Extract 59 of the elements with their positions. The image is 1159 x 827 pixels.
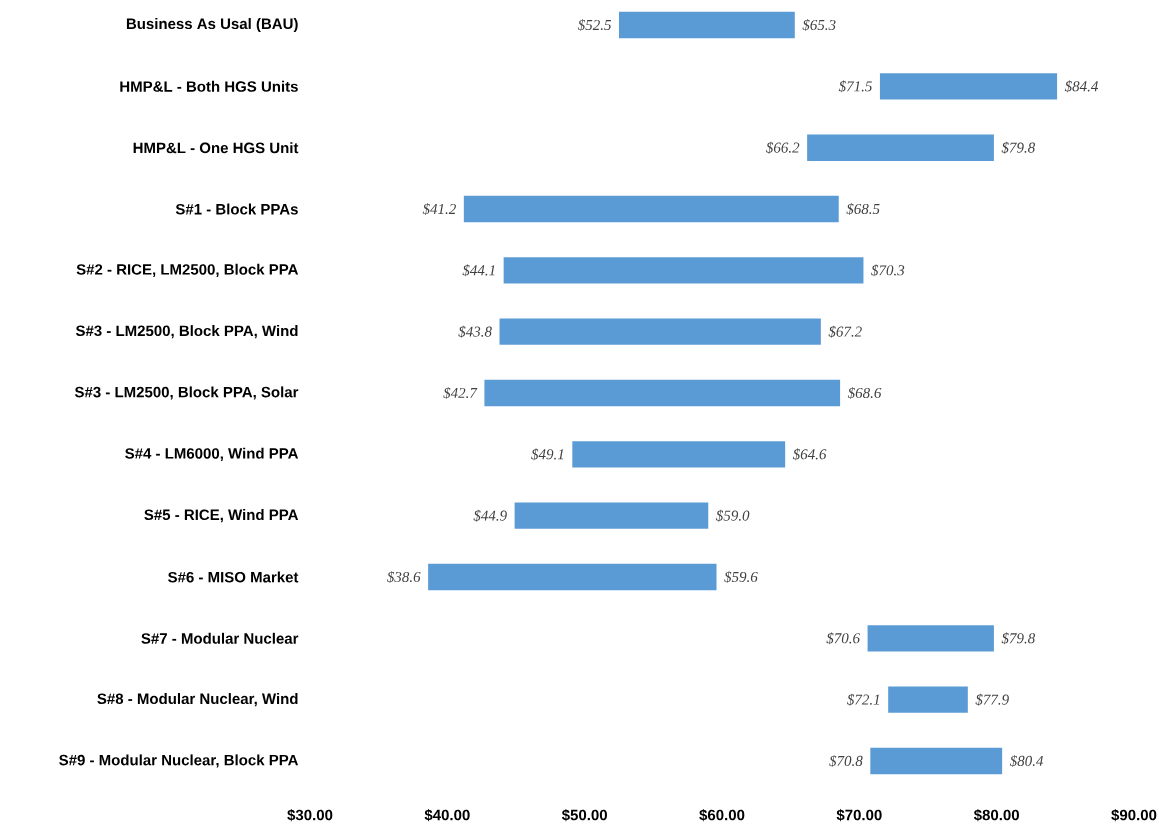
annotation: $44.1 — [462, 264, 495, 277]
annotation: $64.6 — [792, 448, 827, 461]
annotation: $68.5 — [846, 203, 880, 216]
annotation: $79.8 — [1001, 632, 1036, 645]
bar — [428, 563, 717, 591]
bar — [619, 11, 795, 39]
y-tick-label: S#3 - LM2500, Block PPA, Wind — [75, 325, 298, 339]
bar — [870, 747, 1003, 775]
annotation: $42.7 — [443, 387, 478, 400]
bar — [499, 318, 821, 345]
annotation: $52.5 — [577, 19, 612, 32]
y-tick-label: HMP&L - One HGS Unit — [133, 142, 299, 154]
x-tick-label: $30.00 — [287, 809, 333, 822]
annotation: $44.9 — [473, 509, 507, 522]
annotation: $70.3 — [871, 264, 905, 277]
y-tick-label: S#4 - LM6000, Wind PPA — [125, 447, 299, 461]
bar — [514, 502, 709, 529]
x-tick-label: $70.00 — [836, 809, 882, 822]
x-tick-label: $40.00 — [424, 809, 470, 822]
bar — [888, 686, 968, 713]
bar — [879, 73, 1058, 100]
annotation: $43.8 — [458, 325, 492, 338]
annotation: $59.0 — [715, 509, 750, 522]
annotation: $59.6 — [724, 571, 758, 583]
y-tick-label: S#1 - Block PPAs — [175, 203, 298, 215]
bar — [807, 134, 994, 161]
y-tick-label: S#7 - Modular Nuclear — [141, 632, 299, 644]
y-tick-label: S#2 - RICE, LM2500, Block PPA — [76, 263, 299, 277]
annotation: $65.3 — [802, 19, 836, 32]
annotation: $67.2 — [828, 325, 862, 338]
y-tick-label: S#5 - RICE, Wind PPA — [144, 509, 299, 523]
x-tick-label: $50.00 — [561, 809, 607, 822]
y-tick-label: S#6 - MISO Market — [168, 571, 299, 583]
annotation: $79.8 — [1001, 141, 1036, 154]
bar — [572, 441, 786, 468]
x-tick-label: $90.00 — [1111, 809, 1157, 822]
y-tick-label: S#8 - Modular Nuclear, Wind — [97, 693, 298, 707]
bar — [463, 195, 839, 223]
bar — [867, 625, 994, 652]
annotation: $84.4 — [1064, 80, 1099, 93]
annotation: $77.9 — [975, 693, 1009, 706]
y-tick-label: HMP&L - Both HGS Units — [120, 80, 298, 92]
bar — [503, 257, 864, 284]
annotation: $72.1 — [847, 693, 880, 706]
annotation: $70.8 — [829, 754, 863, 767]
annotation: $80.4 — [1009, 754, 1044, 767]
y-tick-label: S#9 - Modular Nuclear, Block PPA — [59, 754, 299, 768]
annotation: $70.6 — [826, 632, 860, 645]
x-tick-label: $80.00 — [973, 809, 1019, 822]
annotation: $71.5 — [838, 80, 872, 93]
annotation: $49.1 — [531, 448, 564, 461]
y-tick-label: Business As Usal (BAU) — [126, 18, 298, 33]
annotation: $38.6 — [387, 571, 421, 583]
annotation: $41.2 — [422, 203, 456, 216]
bar — [484, 379, 841, 407]
x-tick-label: $60.00 — [699, 809, 745, 822]
annotation: $68.6 — [847, 387, 882, 400]
y-tick-label: S#3 - LM2500, Block PPA, Solar — [74, 386, 299, 400]
annotation: $66.2 — [766, 141, 800, 154]
